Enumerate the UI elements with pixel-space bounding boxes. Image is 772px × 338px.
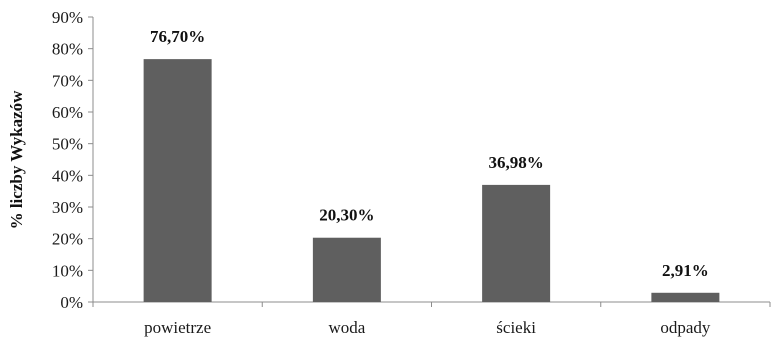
y-axis: 0% 10% 20% 30% 40% 50% 60% 70% 80% 90% [52, 8, 93, 312]
data-label: 76,70% [150, 27, 205, 46]
data-label: 36,98% [489, 153, 544, 172]
x-category-label: woda [328, 318, 365, 337]
bars [143, 59, 720, 302]
data-label: 2,91% [662, 261, 709, 280]
y-tick-label: 10% [52, 261, 83, 280]
bar-woda [312, 237, 381, 302]
y-tick-label: 60% [52, 103, 83, 122]
bar-odpady [651, 292, 720, 302]
bar-powietrze [143, 59, 212, 302]
y-tick-label: 80% [52, 40, 83, 59]
y-tick-label: 30% [52, 198, 83, 217]
y-tick-label: 20% [52, 230, 83, 249]
data-label: 20,30% [319, 206, 374, 225]
data-labels: 76,70% 20,30% 36,98% 2,91% [150, 27, 709, 280]
y-tick-label: 40% [52, 166, 83, 185]
y-tick-label: 70% [52, 71, 83, 90]
y-tick-label: 0% [60, 293, 83, 312]
x-category-label: odpady [660, 318, 711, 337]
y-tick-label: 90% [52, 8, 83, 27]
x-axis: powietrze woda ścieki odpady [92, 302, 771, 337]
y-axis-title: % liczby Wykazów [7, 90, 26, 230]
x-category-label: powietrze [144, 318, 211, 337]
x-category-label: ścieki [496, 318, 536, 337]
y-tick-label: 50% [52, 135, 83, 154]
bar-ścieki [482, 184, 551, 302]
